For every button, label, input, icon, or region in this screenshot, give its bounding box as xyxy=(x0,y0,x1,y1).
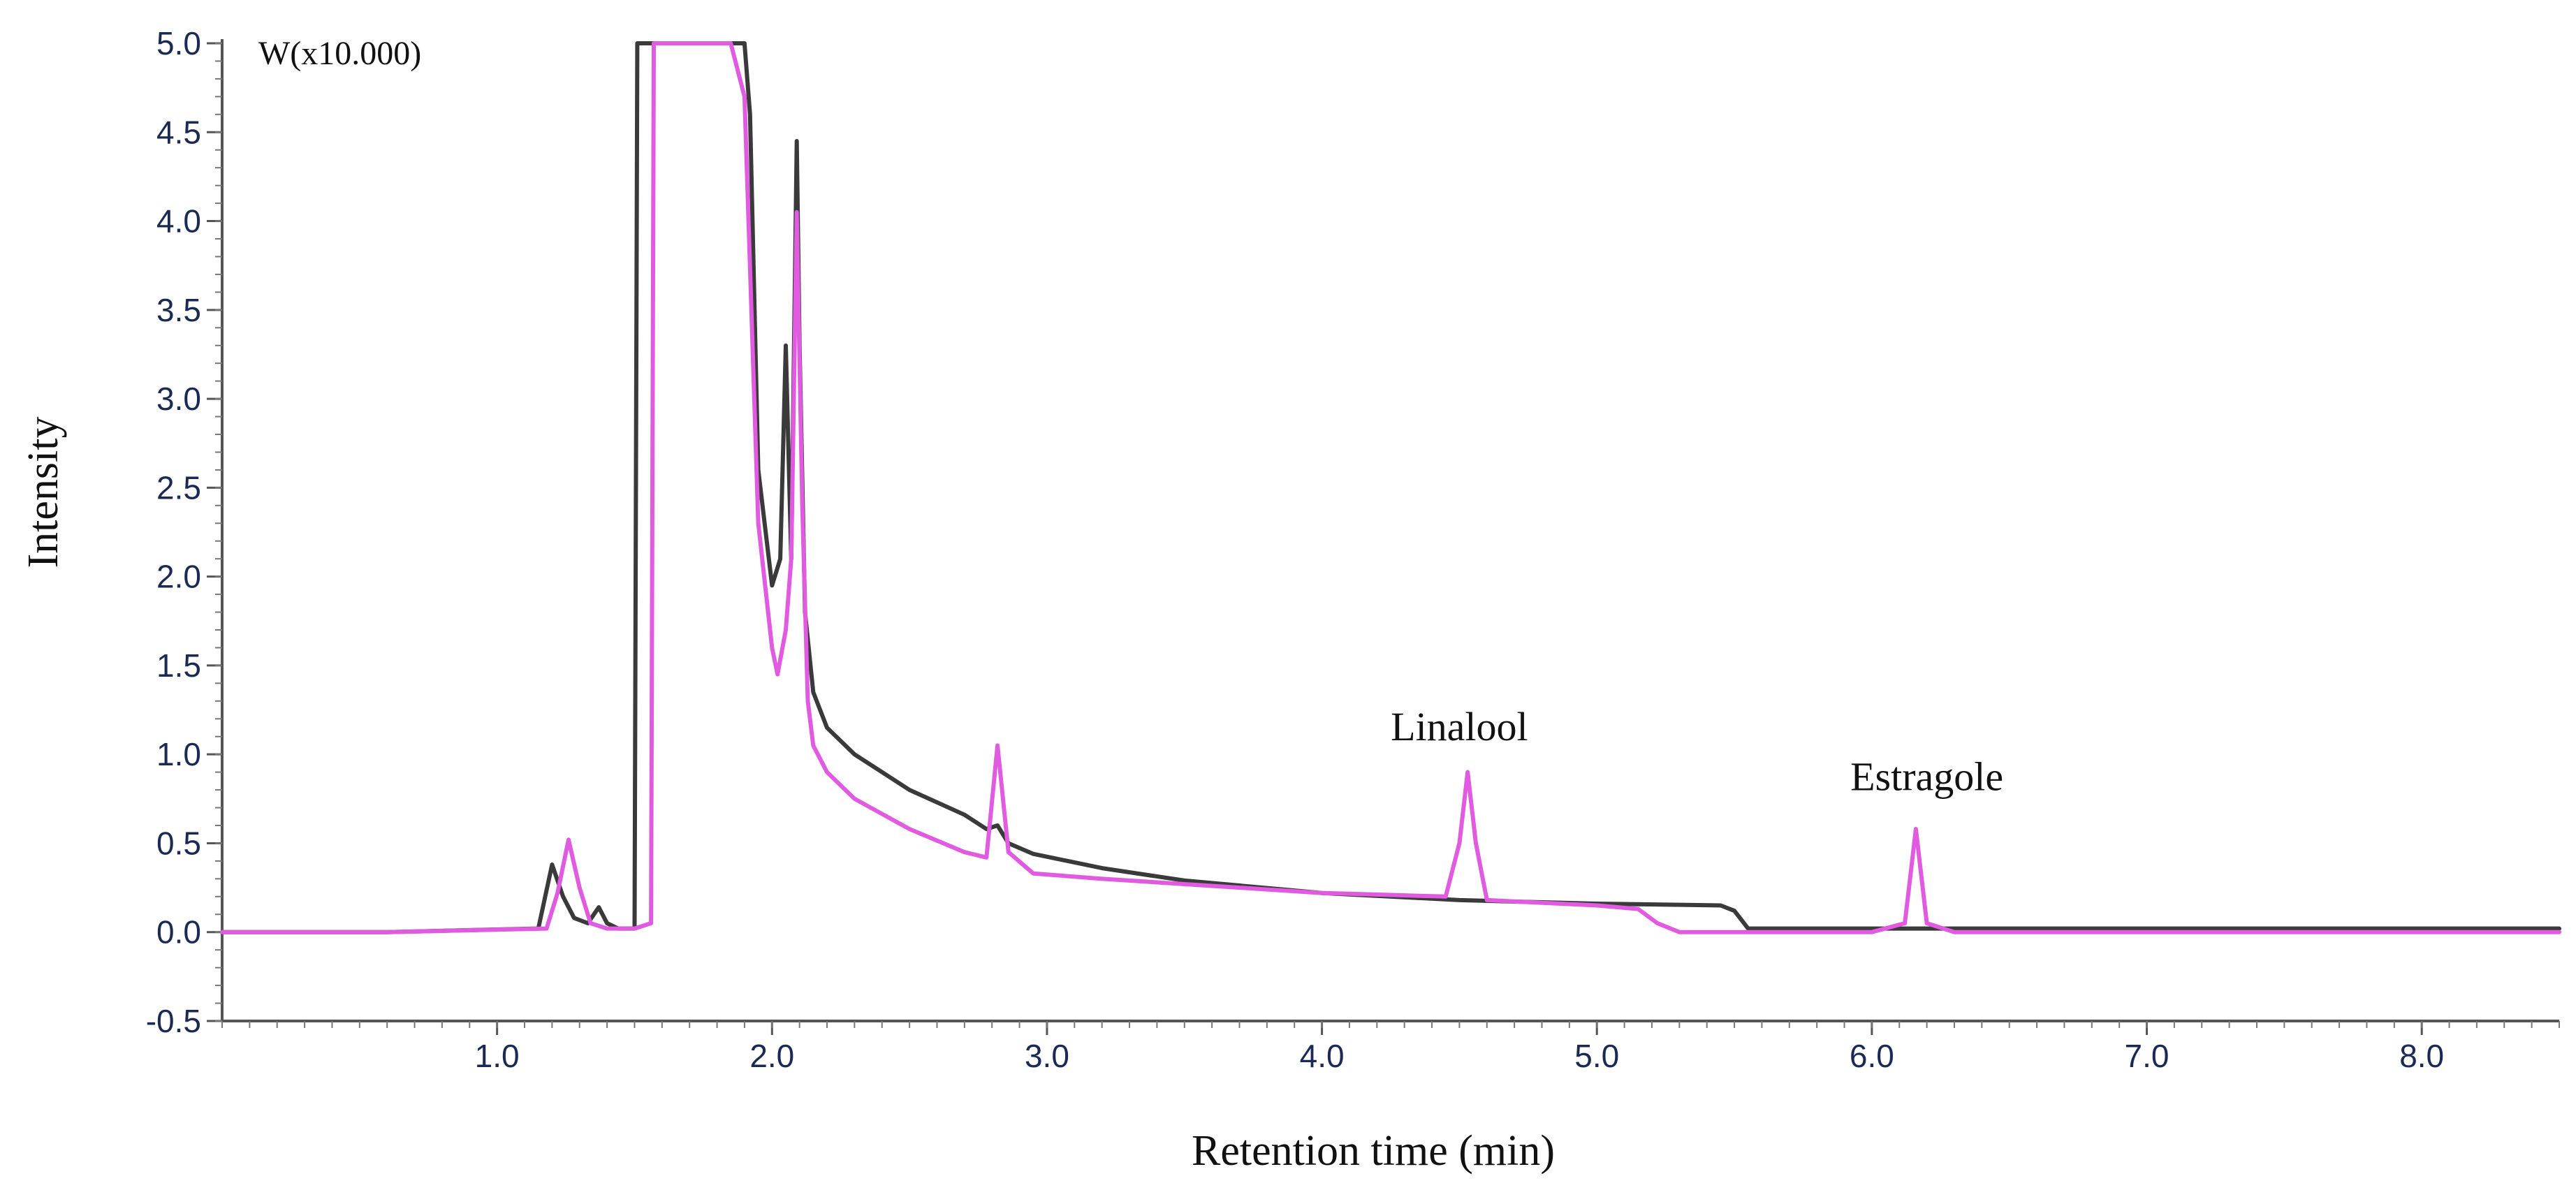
x-tick-label: 5.0 xyxy=(1574,1038,1619,1074)
x-tick-label: 3.0 xyxy=(1025,1038,1069,1074)
peak-annotation: Estragole xyxy=(1850,754,2003,799)
peak-annotation: Linalool xyxy=(1391,704,1528,749)
y-tick-label: 5.0 xyxy=(156,25,201,61)
y-tick-label: 2.0 xyxy=(156,559,201,595)
axes xyxy=(207,39,2560,1035)
y-tick-label: 0.0 xyxy=(156,914,201,950)
x-tick-label: 4.0 xyxy=(1300,1038,1345,1074)
series-line-1 xyxy=(220,41,2561,934)
annotations: Linalool Estragole xyxy=(1391,704,2003,799)
x-tick-label: 1.0 xyxy=(475,1038,520,1074)
x-tick-label: 2.0 xyxy=(749,1038,794,1074)
y-tick-label: 2.5 xyxy=(156,469,201,506)
y-unit-label: W(x10.000) xyxy=(258,35,421,72)
y-tick-label: 0.5 xyxy=(156,825,201,861)
y-axis-title: Intensity xyxy=(20,417,67,568)
y-tick-label: 3.5 xyxy=(156,292,201,328)
x-tick-label: 6.0 xyxy=(1850,1038,1894,1074)
y-tick-label: 1.0 xyxy=(156,736,201,772)
x-tick-label: 8.0 xyxy=(2399,1038,2444,1074)
x-tick-label: 7.0 xyxy=(2125,1038,2169,1074)
y-tick-label: 1.5 xyxy=(156,647,201,684)
x-axis-title: Retention time (min) xyxy=(1192,1127,1555,1175)
y-tick-label: 3.0 xyxy=(156,381,201,417)
y-tick-label: 4.0 xyxy=(156,203,201,240)
series-group xyxy=(220,41,2561,934)
series-line-2 xyxy=(220,41,2561,934)
tick-labels: -0.5 0.0 0.5 1.0 1.5 2.0 2.5 3.0 3.5 4.0 4.5 5.0 1.0… xyxy=(146,25,2444,1074)
y-tick-label: 4.5 xyxy=(156,114,201,150)
y-tick-label: -0.5 xyxy=(146,1003,201,1039)
